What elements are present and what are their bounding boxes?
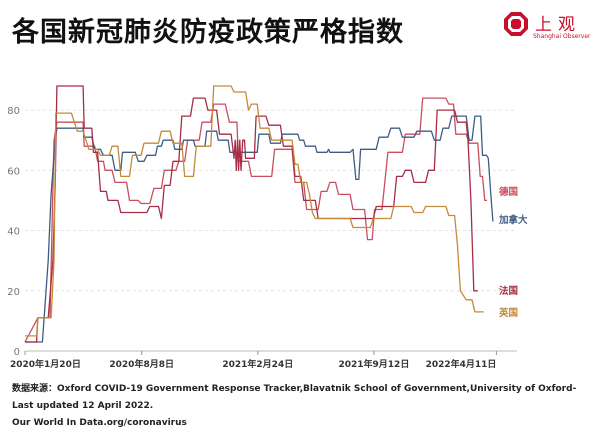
y-tick-label: 40 [7, 227, 20, 238]
chart-title: 各国新冠肺炎防疫政策严格指数 [12, 17, 404, 48]
y-tick-label: 80 [7, 106, 20, 117]
series-line [24, 97, 488, 343]
axis-labels: 0 20 40 60 80 2020年1月20日 2020年8月8日 2021年2月24日 20… [7, 106, 496, 370]
series-line [25, 85, 478, 343]
logo-emblem-icon [504, 12, 528, 36]
source-note: 数据来源：Oxford COVID-19 Government Response… [12, 381, 592, 432]
source-line-2: Our World In Data.org/coronavirus [12, 418, 187, 428]
source-line-1: 数据来源：Oxford COVID-19 Government Response… [12, 384, 577, 411]
series-label: 加拿大 [498, 214, 528, 226]
x-tick-label: 2022年4月11日 [426, 358, 497, 370]
stringency-line-chart: 0 20 40 60 80 2020年1月20日 2020年8月8日 2021年2月24日 20… [7, 85, 528, 370]
series-lines [24, 85, 494, 343]
x-tick-label: 2020年8月8日 [109, 358, 174, 370]
y-tick-label: 0 [14, 347, 20, 358]
series-label: 英国 [499, 307, 518, 319]
x-tick-label: 2021年2月24日 [222, 358, 293, 370]
series-label: 法国 [499, 285, 518, 297]
grid-lines [24, 109, 517, 355]
series-label: 德国 [499, 186, 518, 198]
series-line [25, 85, 484, 337]
x-tick-label: 2020年1月20日 [10, 358, 81, 370]
logo-name: 上观 [535, 15, 581, 35]
logo-subtitle: Shanghai Observer [533, 33, 591, 40]
y-tick-label: 60 [7, 166, 20, 177]
y-tick-label: 20 [7, 287, 20, 298]
x-tick-label: 2021年9月12日 [338, 358, 409, 370]
publisher-logo[interactable]: 上观 Shanghai Observer [503, 10, 595, 44]
